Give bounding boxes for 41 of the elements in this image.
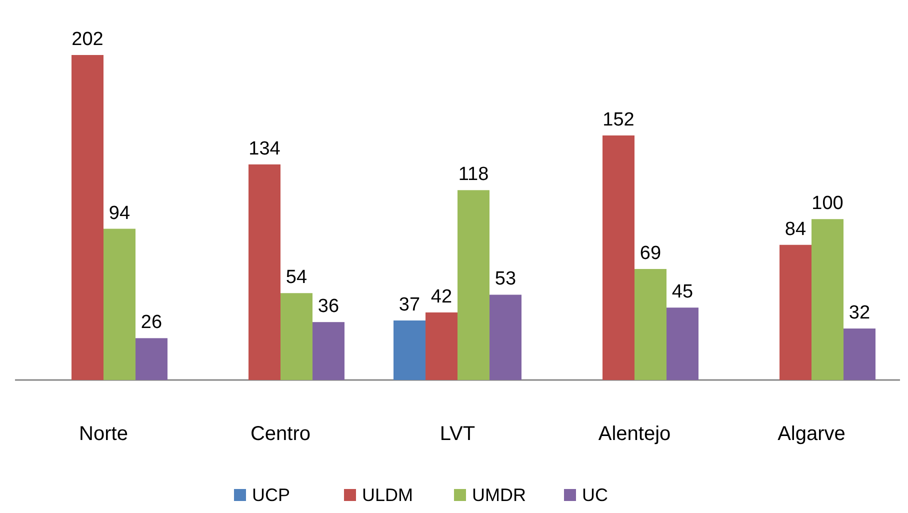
bar: [490, 294, 522, 380]
data-label: 36: [318, 296, 340, 318]
data-label: 100: [812, 193, 844, 214]
bar: [458, 190, 490, 380]
x-tick-label: Algarve: [778, 423, 846, 445]
data-label: 134: [248, 138, 281, 160]
data-label: 53: [494, 268, 516, 290]
bar: [666, 308, 698, 380]
legend-label: ULDM: [362, 485, 414, 505]
bar: [280, 293, 312, 380]
bar: [312, 322, 344, 380]
x-tick-label: Norte: [79, 423, 128, 445]
bar: [602, 135, 634, 380]
data-label: 26: [140, 312, 162, 334]
x-tick-label: Centro: [250, 423, 311, 445]
data-label: 42: [430, 286, 452, 308]
bar: [426, 312, 458, 380]
bar: [634, 268, 666, 380]
bar: [104, 228, 136, 380]
data-label: 32: [848, 302, 870, 324]
bar: [72, 55, 104, 380]
data-label: 118: [458, 164, 489, 186]
data-label: 54: [286, 267, 308, 288]
bar: [844, 328, 876, 380]
legend-label: UC: [582, 485, 608, 505]
bar: [812, 219, 844, 380]
legend-label: UCP: [252, 485, 290, 505]
data-label: 69: [640, 242, 662, 264]
bar: [248, 164, 280, 380]
data-label: 37: [398, 294, 420, 316]
x-tick-label: LVT: [440, 423, 476, 445]
data-label: 152: [602, 109, 634, 130]
bar: [136, 338, 168, 380]
data-label: 84: [784, 218, 806, 240]
data-label: 202: [72, 29, 104, 50]
x-tick-label: Alentejo: [598, 423, 671, 445]
data-label: 45: [672, 282, 694, 303]
bar: [394, 320, 426, 380]
bar: [780, 244, 812, 380]
legend-label: UMDR: [472, 485, 526, 505]
data-label: 94: [108, 202, 130, 224]
